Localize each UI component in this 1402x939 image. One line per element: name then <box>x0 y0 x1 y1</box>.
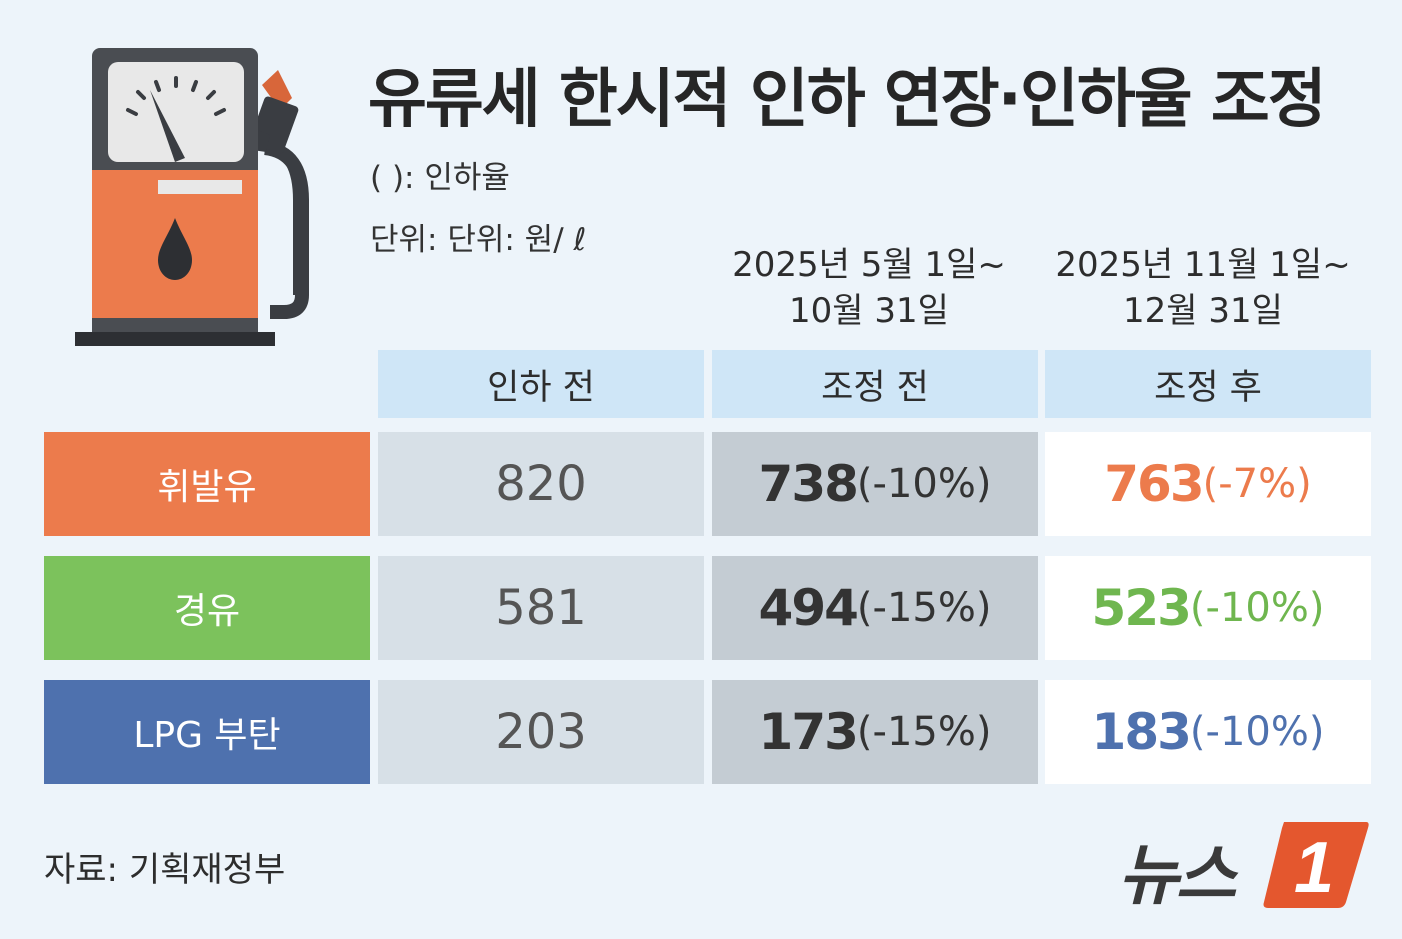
diesel-post-adjust-value: 523 <box>1091 579 1192 637</box>
gasoline-post-adjust-value: 763 <box>1104 455 1204 513</box>
period-1-line-2: 10월 31일 <box>789 291 949 331</box>
diesel-pre-adjust-value: 494 <box>758 579 859 637</box>
column-header-post-adjust: 조정 후 <box>1045 350 1371 418</box>
diesel-pre-adjust-cell: 494 (-15%) <box>712 556 1038 660</box>
diesel-post-adjust-rate: (-10%) <box>1189 585 1325 631</box>
column-header-before: 인하 전 <box>378 350 704 418</box>
gasoline-pre-adjust-value: 738 <box>758 455 859 513</box>
rate-note: ( ): 인하율 <box>370 160 510 196</box>
column-header-pre-adjust: 조정 전 <box>712 350 1038 418</box>
period-2-line-2: 12월 31일 <box>1123 291 1283 331</box>
diesel-pre-adjust-rate: (-15%) <box>856 585 992 631</box>
row-label-gasoline: 휘발유 <box>44 432 370 536</box>
gasoline-before-value: 820 <box>378 432 704 536</box>
news1-logo-mark: 1 <box>1262 818 1370 910</box>
period-1-line-1: 2025년 5월 1일~ <box>732 245 1006 285</box>
diesel-post-adjust-cell: 523 (-10%) <box>1045 556 1371 660</box>
news1-logo-icon: 1 <box>1263 822 1369 908</box>
news1-logo-text: 뉴스 <box>1118 837 1236 914</box>
gasoline-post-adjust-cell: 763 (-7%) <box>1045 432 1371 536</box>
diesel-before-value: 581 <box>378 556 704 660</box>
lpg-post-adjust-rate: (-10%) <box>1189 709 1325 755</box>
lpg-pre-adjust-value: 173 <box>758 703 859 761</box>
lpg-post-adjust-cell: 183 (-10%) <box>1045 680 1371 784</box>
source-note: 자료: 기획재정부 <box>44 850 286 890</box>
period-header-2: 2025년 11월 1일~ 12월 31일 <box>1040 242 1366 334</box>
page-title: 유류세 한시적 인하 연장·인하율 조정 <box>368 63 1327 137</box>
lpg-pre-adjust-rate: (-15%) <box>856 709 992 755</box>
unit-note: 단위: 단위: 원/ ℓ <box>370 222 587 258</box>
news1-logo-number: 1 <box>1294 828 1334 908</box>
gasoline-pre-adjust-rate: (-10%) <box>856 461 992 507</box>
lpg-pre-adjust-cell: 173 (-15%) <box>712 680 1038 784</box>
lpg-post-adjust-value: 183 <box>1091 703 1192 761</box>
gasoline-post-adjust-rate: (-7%) <box>1202 461 1312 507</box>
fuel-pump-icon <box>75 48 309 346</box>
row-label-diesel: 경유 <box>44 556 370 660</box>
period-header-1: 2025년 5월 1일~ 10월 31일 <box>706 242 1032 334</box>
row-label-lpg: LPG 부탄 <box>44 680 370 784</box>
period-2-line-1: 2025년 11월 1일~ <box>1055 245 1351 285</box>
gasoline-pre-adjust-cell: 738 (-10%) <box>712 432 1038 536</box>
lpg-before-value: 203 <box>378 680 704 784</box>
